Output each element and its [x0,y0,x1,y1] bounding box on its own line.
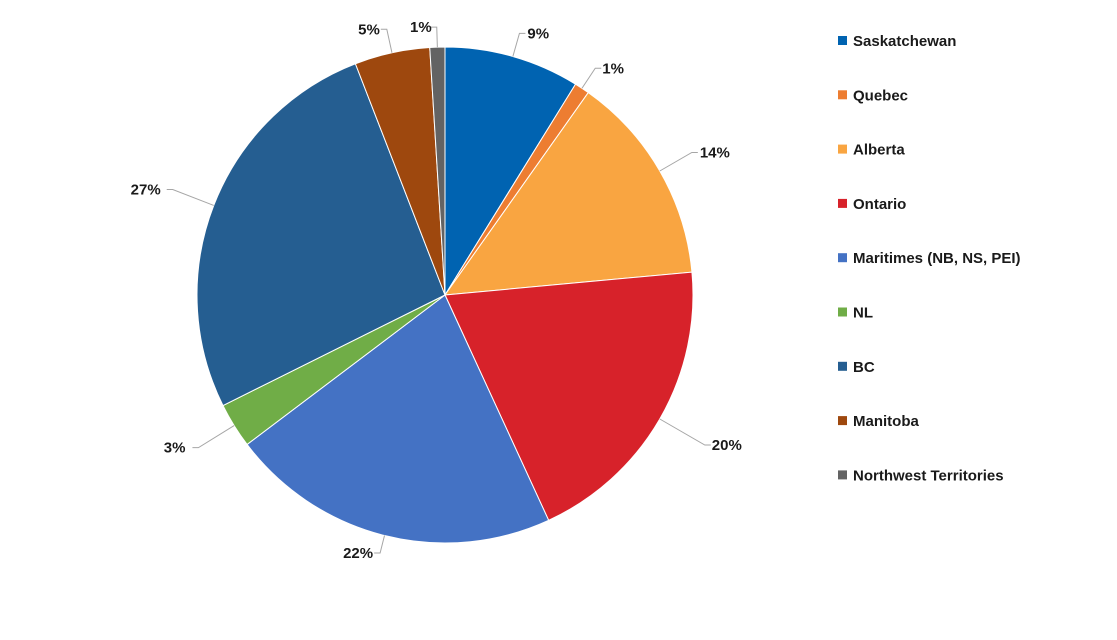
pie-slices [196,46,694,544]
pie-slice-alberta [443,91,693,296]
leader-line [380,28,393,53]
legend-label: NL [853,305,873,322]
legend-swatch [838,198,847,208]
legend-item: Manitoba [838,413,919,430]
data-label: 5% [358,21,380,38]
legend-label: BC [853,359,875,376]
legend-swatch [838,307,847,317]
leader-line [374,535,385,554]
data-labels: 9% 1% 14% 20% 22% 3% 27% 5% 1% [131,19,742,562]
legend: Saskatchewan Quebec Alberta Ontario Maritime… [838,33,1021,484]
legend-item: Northwest Territories [838,467,1004,484]
legend-item: BC [838,359,875,376]
leader-line [192,425,235,449]
legend-swatch [838,416,847,426]
data-label: 27% [131,182,161,199]
legend-item: Maritimes (NB, NS, PEI) [838,250,1021,267]
leader-line [659,418,711,446]
legend-swatch [838,144,847,154]
legend-label: Saskatchewan [853,33,956,50]
legend-label: Ontario [853,196,906,213]
legend-item: Quebec [838,87,908,104]
legend-item: Alberta [838,142,905,159]
legend-label: Quebec [853,87,908,104]
legend-label: Maritimes (NB, NS, PEI) [853,250,1021,267]
data-label: 14% [700,145,730,162]
legend-label: Manitoba [853,413,919,430]
pie-slice-ontario [444,271,694,521]
legend-swatch [838,361,847,371]
data-label: 20% [712,437,742,454]
data-label: 1% [410,19,432,36]
leader-line [512,32,526,57]
leader-line [581,67,602,89]
leader-line [430,26,438,48]
legend-swatch [838,470,847,480]
legend-item: NL [838,305,873,322]
leader-line [166,189,214,206]
data-label: 22% [343,545,373,562]
data-label: 9% [527,25,549,42]
leader-line [659,152,698,172]
legend-label: Northwest Territories [853,467,1004,484]
pie-slice-maritimes-nb-ns-pei [246,294,550,544]
leader-lines [166,26,711,554]
pie-slice-saskatchewan [444,46,577,297]
legend-swatch [838,90,847,100]
legend-item: Ontario [838,196,906,213]
data-label: 3% [164,440,186,457]
legend-swatch [838,253,847,263]
legend-label: Alberta [853,142,905,159]
pie-slice-northwest-territories [429,46,446,296]
data-label: 1% [602,60,624,77]
legend-swatch [838,36,847,45]
legend-item: Saskatchewan [838,33,956,50]
